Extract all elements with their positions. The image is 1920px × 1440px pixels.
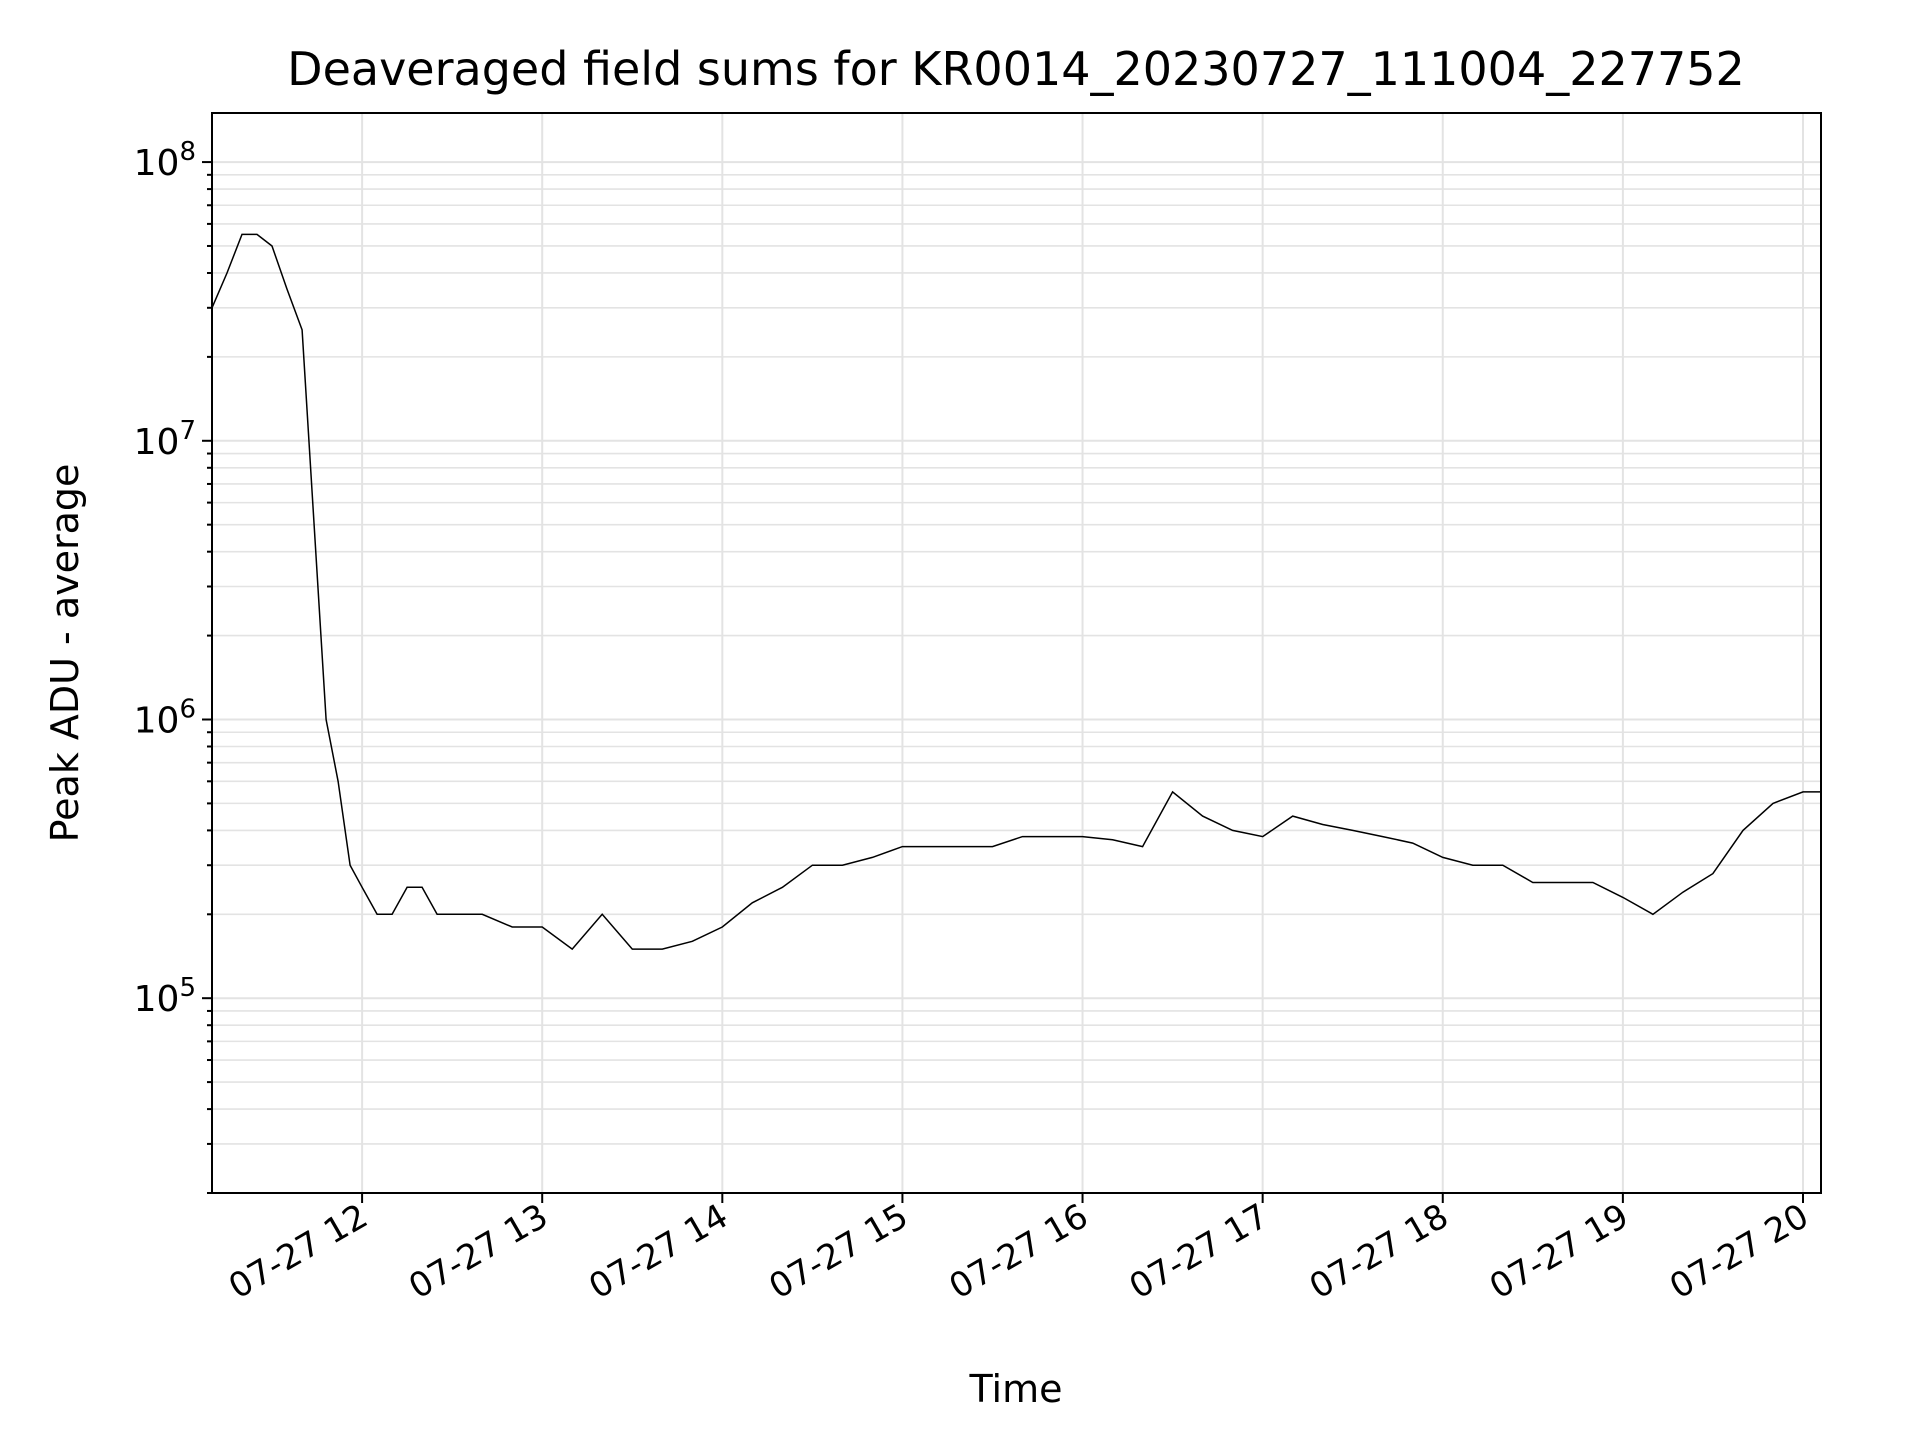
grid-lines	[212, 113, 1821, 1194]
plot-frame	[211, 112, 1822, 1194]
series-line	[211, 233, 1821, 951]
y-tick-label: 105	[134, 973, 196, 1020]
y-tick-label: 108	[134, 137, 196, 184]
y-tick-label: 106	[134, 694, 196, 741]
chart-title: Deaveraged field sums for KR0014_2023072…	[287, 42, 1745, 96]
x-axis-label: Time	[969, 1367, 1063, 1411]
data-series	[211, 233, 1821, 951]
y-axis-label: Peak ADU - average	[43, 464, 87, 843]
y-tick-label: 107	[134, 416, 196, 463]
y-axis: 105 106 107 108	[134, 137, 212, 1194]
